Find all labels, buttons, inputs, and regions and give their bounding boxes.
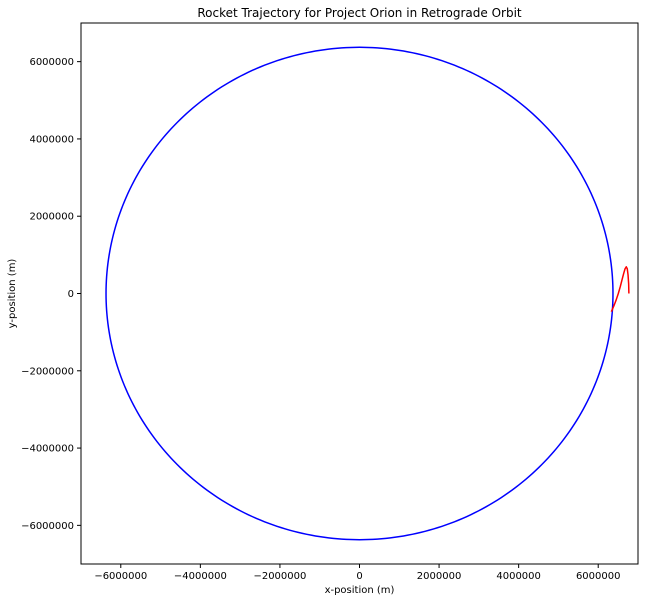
plot-frame <box>80 22 639 565</box>
series-line-earth <box>105 46 614 541</box>
y-tick-label: 4000000 <box>29 134 74 145</box>
y-tick-label: 0 <box>68 289 74 300</box>
plot-area <box>80 22 639 565</box>
y-tick-label: 2000000 <box>29 212 74 223</box>
x-axis: −6000000 −4000000 −2000000 0 2000000 4000000 6… <box>94 564 620 582</box>
x-tick-label: 4000000 <box>496 571 541 582</box>
y-axis: −6000000 −4000000 −2000000 0 2000000 4000000 6… <box>21 57 81 532</box>
series-group <box>105 46 630 541</box>
x-axis-label: x-position (m) <box>325 585 395 596</box>
chart-title: Rocket Trajectory for Project Orion in R… <box>197 6 522 20</box>
y-tick-label: −2000000 <box>21 366 74 377</box>
x-tick-label: −4000000 <box>174 571 227 582</box>
x-tick-label: 0 <box>356 571 362 582</box>
x-tick-label: 2000000 <box>417 571 462 582</box>
x-tick-label: 6000000 <box>576 571 621 582</box>
y-axis-label: y-position (m) <box>7 259 18 329</box>
y-tick-label: −4000000 <box>21 444 74 455</box>
series-line-trajectory <box>610 266 630 312</box>
y-tick-label: −6000000 <box>21 521 74 532</box>
y-tick-label: 6000000 <box>29 57 74 68</box>
x-tick-label: −2000000 <box>253 571 306 582</box>
x-tick-label: −6000000 <box>94 571 147 582</box>
